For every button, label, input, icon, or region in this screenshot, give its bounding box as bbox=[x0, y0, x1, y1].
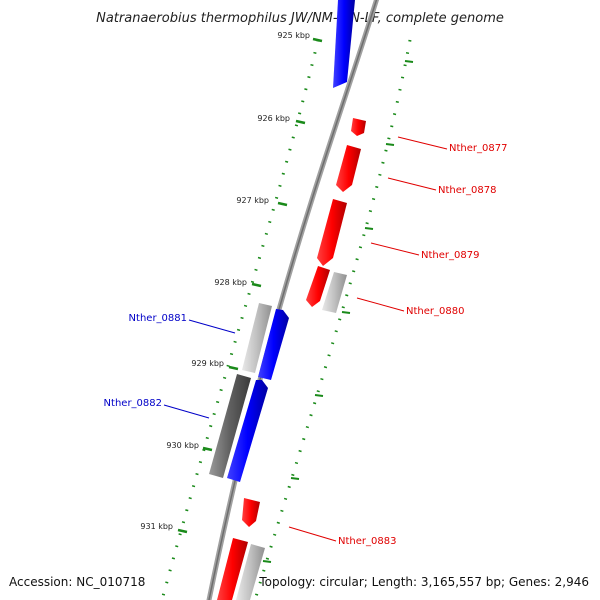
scale-ticks: 925 kbp 926 kbp 927 kbp 928 kbp 929 kbp … bbox=[140, 31, 414, 563]
kbp-label: 928 kbp bbox=[214, 278, 247, 287]
gene-arrow-red[interactable] bbox=[351, 118, 366, 136]
gene-label-nther-0882[interactable]: Nther_0882 bbox=[104, 398, 162, 409]
kbp-label: 929 kbp bbox=[191, 359, 224, 368]
gene-arrow-blue[interactable] bbox=[258, 309, 289, 380]
genome-summary: Topology: circular; Length: 3,165,557 bp… bbox=[258, 575, 589, 589]
gene-label-nther-0880[interactable]: Nther_0880 bbox=[406, 306, 464, 317]
gene-arrow-blue[interactable] bbox=[333, 0, 355, 88]
cds-block bbox=[322, 272, 347, 313]
kbp-label: 927 kbp bbox=[236, 196, 269, 205]
kbp-label: 925 kbp bbox=[277, 31, 310, 40]
gene-label-nther-0881[interactable]: Nther_0881 bbox=[129, 313, 187, 324]
kbp-label: 931 kbp bbox=[140, 522, 173, 531]
gene-label-nther-0879[interactable]: Nther_0879 bbox=[421, 250, 479, 261]
gene-arrow-red[interactable] bbox=[242, 498, 260, 527]
cds-block bbox=[242, 303, 272, 373]
gene-arrow-red[interactable] bbox=[217, 538, 248, 600]
gene-features bbox=[209, 0, 366, 600]
cds-block bbox=[236, 544, 265, 600]
gene-arrow-red[interactable] bbox=[317, 199, 347, 266]
leader-lines bbox=[163, 136, 448, 542]
map-title: Natranaerobius thermophilus JW/NM-WN-LF,… bbox=[96, 11, 504, 26]
backbone-line bbox=[208, 0, 378, 600]
gene-arrow-blue[interactable] bbox=[227, 380, 268, 482]
gene-label-nther-0877[interactable]: Nther_0877 bbox=[449, 143, 507, 154]
backbone-outer bbox=[206, 0, 380, 600]
gene-label-nther-0883[interactable]: Nther_0883 bbox=[338, 536, 396, 547]
gene-arrow-red[interactable] bbox=[336, 145, 361, 192]
gene-label-nther-0878[interactable]: Nther_0878 bbox=[438, 185, 496, 196]
accession-label: Accession: NC_010718 bbox=[9, 575, 145, 589]
gene-arrow-red[interactable] bbox=[306, 266, 330, 307]
kbp-label: 930 kbp bbox=[166, 441, 199, 450]
kbp-label: 926 kbp bbox=[257, 114, 290, 123]
cds-block bbox=[209, 374, 251, 478]
